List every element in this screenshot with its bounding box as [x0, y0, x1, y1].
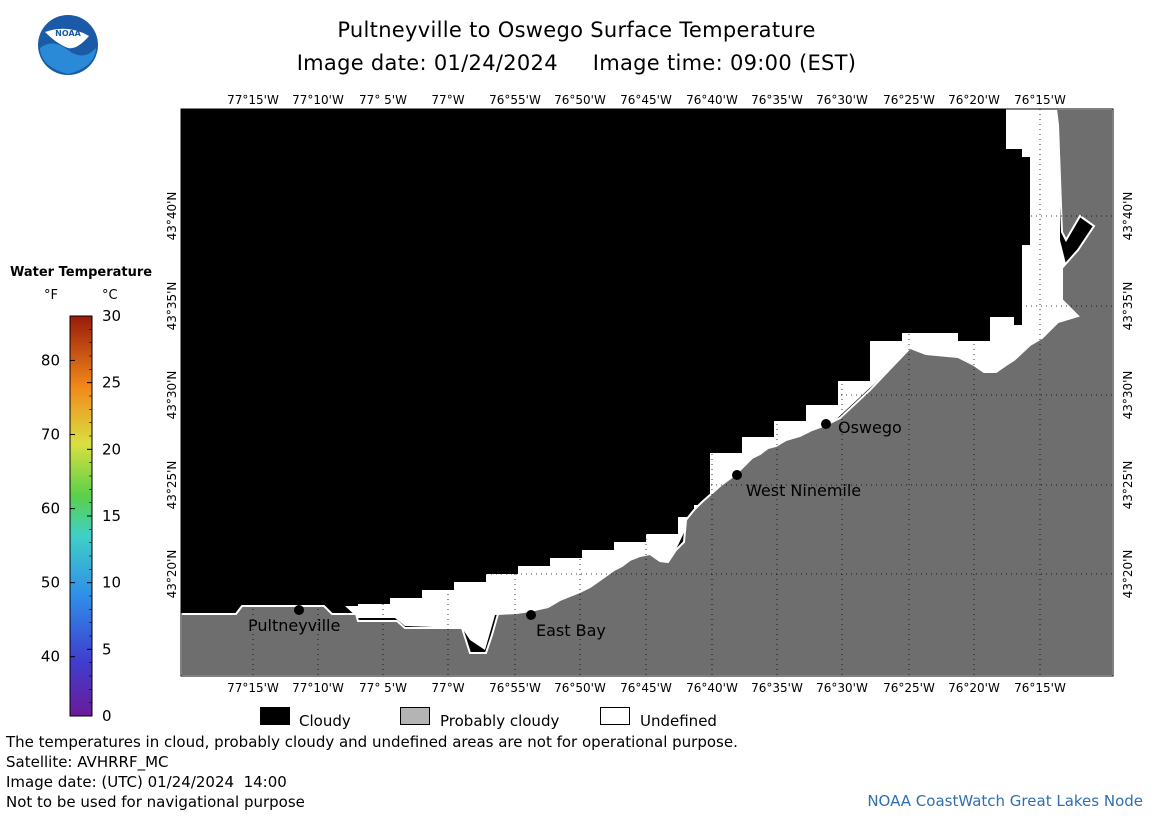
colorbar-tick-c: 5 — [102, 640, 112, 658]
legend-probably-cloudy-swatch — [400, 707, 430, 725]
footer-disclaimer: The temperatures in cloud, probably clou… — [6, 733, 738, 751]
lon-label-bottom: 76°20'W — [948, 681, 1000, 695]
lat-label-left: 43°20'N — [165, 550, 179, 599]
map-title: Pultneyville to Oswego Surface Temperatu… — [337, 18, 816, 42]
lat-label-left: 43°40'N — [165, 192, 179, 241]
lon-label-top: 77° 5'W — [359, 93, 407, 107]
noaa-logo: NOAA — [38, 15, 98, 75]
footer-utc-date: Image date: (UTC) 01/24/2024 14:00 — [6, 773, 287, 791]
colorbar-tick-c: 10 — [102, 574, 121, 592]
land-region — [181, 109, 1113, 676]
place-label: Oswego — [838, 418, 902, 437]
colorbar-title: Water Temperature — [10, 265, 153, 280]
lat-label-left: 43°25'N — [165, 461, 179, 510]
legend-cloudy-label: Cloudy — [299, 712, 351, 730]
place-label: West Ninemile — [746, 481, 861, 500]
lon-label-bottom: 76°35'W — [751, 681, 803, 695]
lon-label-top: 76°15'W — [1014, 93, 1066, 107]
map-area — [181, 109, 1113, 676]
legend-cloudy-swatch — [260, 707, 290, 725]
place-marker — [294, 605, 304, 615]
lon-label-top: 76°50'W — [554, 93, 606, 107]
colorbar-tick-c: 15 — [102, 507, 121, 525]
lon-label-top: 76°30'W — [816, 93, 868, 107]
lat-label-left: 43°30'N — [165, 371, 179, 420]
colorbar-tick-f: 60 — [41, 500, 60, 518]
lon-label-top: 77°10'W — [292, 93, 344, 107]
place-marker — [732, 470, 742, 480]
lat-label-right: 43°30'N — [1121, 371, 1135, 420]
lon-label-bottom: 77°W — [431, 681, 464, 695]
legend-undefined-label: Undefined — [640, 712, 717, 730]
lon-label-bottom: 76°50'W — [554, 681, 606, 695]
footer-navigation-note: Not to be used for navigational purpose — [6, 793, 305, 811]
lon-label-bottom: 76°15'W — [1014, 681, 1066, 695]
lon-label-top: 76°20'W — [948, 93, 1000, 107]
colorbar-unit-c: °C — [102, 288, 118, 303]
graticule — [181, 109, 1113, 676]
legend-probably-cloudy-label: Probably cloudy — [440, 712, 560, 730]
lon-label-bottom: 77°10'W — [292, 681, 344, 695]
lat-label-right: 43°35'N — [1121, 282, 1135, 331]
place-marker — [821, 419, 831, 429]
colorbar-unit-f: °F — [44, 288, 58, 303]
lat-label-right: 43°25'N — [1121, 461, 1135, 510]
colorbar-tick-f: 80 — [41, 351, 60, 369]
credit-link[interactable]: NOAA CoastWatch Great Lakes Node — [867, 792, 1143, 810]
lon-label-bottom: 77°15'W — [227, 681, 279, 695]
map-subtitle: Image date: 01/24/2024 Image time: 09:00… — [296, 51, 857, 75]
undefined-region — [240, 109, 1080, 650]
lat-label-left: 43°35'N — [165, 282, 179, 331]
colorbar-tick-f: 50 — [41, 574, 60, 592]
lon-label-bottom: 76°45'W — [620, 681, 672, 695]
logo-text: NOAA — [55, 29, 81, 38]
lon-label-bottom: 76°25'W — [883, 681, 935, 695]
lon-label-top: 76°40'W — [686, 93, 738, 107]
place-label: Pultneyville — [248, 616, 340, 635]
lon-label-top: 76°35'W — [751, 93, 803, 107]
lat-label-right: 43°20'N — [1121, 550, 1135, 599]
lon-label-bottom: 76°55'W — [489, 681, 541, 695]
lat-label-right: 43°40'N — [1121, 192, 1135, 241]
footer-satellite: Satellite: AVHRRF_MC — [6, 753, 169, 771]
colorbar-tick-f: 70 — [41, 426, 60, 444]
lon-label-top: 77°15'W — [227, 93, 279, 107]
place-marker — [526, 610, 536, 620]
lon-label-bottom: 76°40'W — [686, 681, 738, 695]
lon-label-bottom: 77° 5'W — [359, 681, 407, 695]
colorbar-tick-c: 30 — [102, 307, 121, 325]
colorbar-tick-c: 0 — [102, 707, 112, 725]
legend-undefined-swatch — [600, 707, 630, 725]
map-frame — [180, 108, 1114, 677]
lon-label-top: 76°45'W — [620, 93, 672, 107]
lon-label-top: 77°W — [431, 93, 464, 107]
colorbar-tick-f: 40 — [41, 648, 60, 666]
lon-label-top: 76°25'W — [883, 93, 935, 107]
place-label: East Bay — [536, 621, 606, 640]
colorbar-tick-c: 20 — [102, 440, 121, 458]
lon-label-top: 76°55'W — [489, 93, 541, 107]
lon-label-bottom: 76°30'W — [816, 681, 868, 695]
colorbar-tick-c: 25 — [102, 374, 121, 392]
